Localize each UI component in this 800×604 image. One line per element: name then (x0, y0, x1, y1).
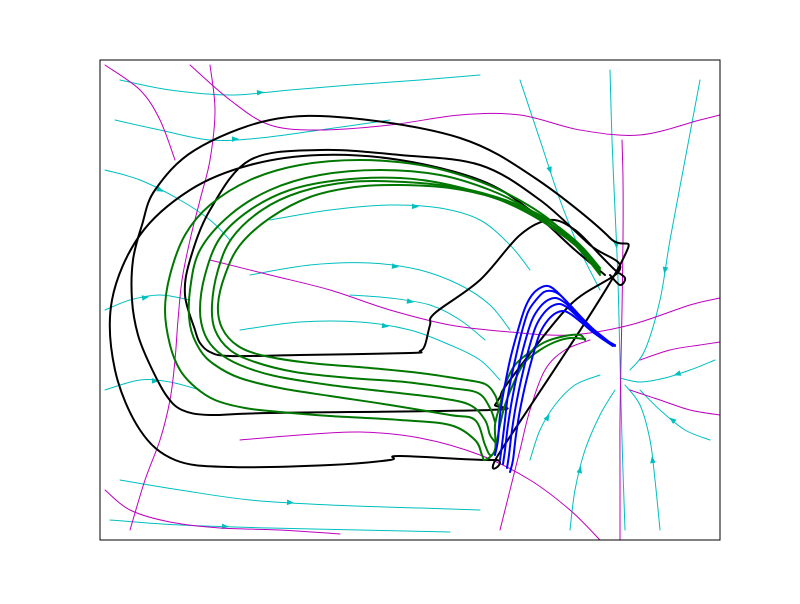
streamline-19 (609, 69, 626, 531)
streamline-arrow-18 (546, 166, 552, 174)
streamline-arrow-28 (543, 414, 550, 422)
streamline-32 (189, 64, 720, 136)
streamline-39 (104, 64, 176, 161)
streamline-12 (109, 519, 451, 533)
streamline-21 (619, 359, 716, 383)
streamline-23 (624, 384, 661, 531)
streamline-arrow-11 (286, 499, 294, 506)
streamline-18 (519, 79, 601, 291)
streamline-35 (619, 139, 624, 540)
streamline-arrow-20 (662, 266, 669, 274)
series-layer (104, 64, 720, 540)
streamline-arrow-27 (406, 298, 414, 304)
streamline-arrow-13 (231, 136, 239, 142)
streamline-27 (349, 294, 486, 341)
orbit-line-8 (502, 296, 616, 465)
streamline-arrow-29 (576, 466, 582, 474)
streamline-36 (639, 341, 720, 361)
streamline-arrow-16 (391, 263, 399, 269)
streamline-arrow-14 (256, 89, 264, 96)
plot-frame (99, 59, 721, 541)
streamline-29 (569, 389, 616, 531)
orbit-line-4 (210, 179, 601, 423)
orbit-line-10 (509, 309, 614, 473)
streamline-34 (239, 431, 601, 540)
streamline-arrow-25 (141, 295, 149, 301)
streamline-arrow-21 (673, 370, 682, 376)
streamline-arrow-26 (151, 378, 159, 384)
streamline-37 (629, 389, 720, 416)
streamline-33 (209, 259, 720, 336)
orbit-line-0 (108, 114, 630, 470)
streamline-38 (499, 339, 591, 531)
orbit-line-5 (216, 183, 599, 406)
streamline-16 (249, 262, 511, 331)
orbit-line-1 (164, 159, 601, 462)
streamline-arrow-17 (381, 322, 389, 329)
streamline-arrow-15 (411, 203, 419, 210)
streamline-14 (119, 74, 481, 96)
streamline-20 (629, 79, 701, 371)
streamline-30 (129, 64, 216, 531)
streamline-arrow-22 (669, 417, 677, 425)
streamline-11 (119, 479, 481, 511)
streamline-28 (529, 374, 601, 461)
streamline-31 (104, 489, 341, 535)
streamline-17 (239, 320, 501, 381)
streamline-arrow-23 (650, 456, 656, 464)
orbit-line-9 (506, 302, 611, 469)
streamline-13 (114, 119, 391, 141)
